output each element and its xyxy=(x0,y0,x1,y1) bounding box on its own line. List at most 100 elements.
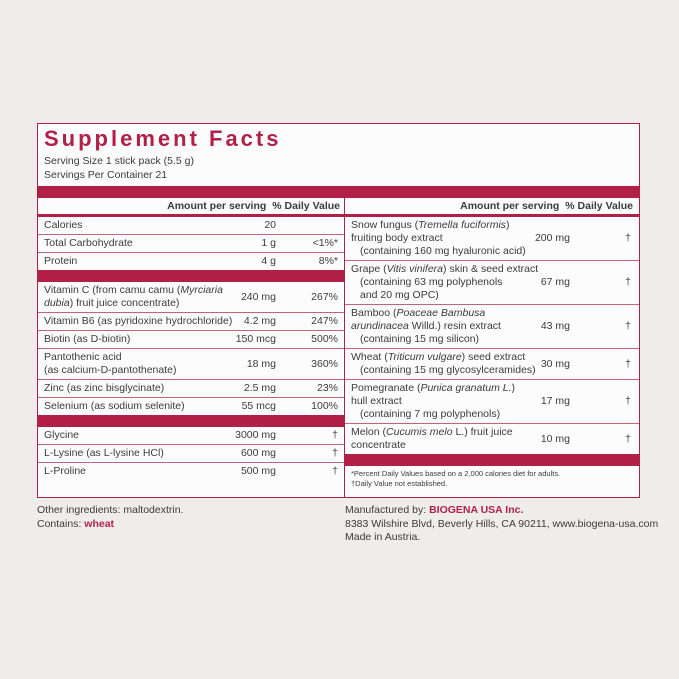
divider-bar xyxy=(345,454,639,466)
daily-value: † xyxy=(332,447,338,459)
nutrient-row: Selenium (as sodium selenite) 55 mcg 100% xyxy=(38,398,344,415)
name-line: Biotin (as D-biotin) xyxy=(44,333,236,346)
name-line: fruiting body extract xyxy=(351,232,535,245)
text: ) fruit juice concentrate) xyxy=(69,297,180,309)
name-line: Pantothenic acid xyxy=(44,351,247,364)
daily-value: † xyxy=(625,395,631,407)
text: Vitamin B6 (as pyridoxine hydrochloride) xyxy=(44,315,233,327)
nutrient-row: L-Lysine (as L-lysine HCl) 600 mg † xyxy=(38,445,344,463)
text: Wheat ( xyxy=(351,351,388,363)
name-line: Total Carbohydrate xyxy=(44,237,261,250)
daily-value: 8%* xyxy=(318,255,338,267)
daily-value: † xyxy=(332,429,338,441)
name-line: Melon (Cucumis melo L.) fruit juice xyxy=(351,426,541,439)
nutrient-name: Selenium (as sodium selenite) xyxy=(44,400,242,413)
footnote: *Percent Daily Values based on a 2,000 c… xyxy=(351,469,561,478)
daily-value: 23% xyxy=(316,382,338,394)
ingredients-block: Other ingredients: maltodextrin. Contain… xyxy=(37,504,184,531)
name-line: arundinacea Willd.) resin extract xyxy=(351,320,541,333)
name-line: (containing 63 mg polyphenols xyxy=(351,276,541,289)
nutrient-row: Melon (Cucumis melo L.) fruit juice conce… xyxy=(345,424,639,454)
other-ingredients: Other ingredients: maltodextrin. xyxy=(37,504,184,516)
daily-value: 267% xyxy=(311,290,338,303)
amount: 55 mcg xyxy=(241,400,276,412)
amount: 10 mg xyxy=(540,432,570,445)
name-line: Vitamin B6 (as pyridoxine hydrochloride) xyxy=(44,315,244,328)
italic-text: Triticum vulgare xyxy=(387,351,462,363)
amount: 2.5 mg xyxy=(243,382,276,394)
name-line: concentrate xyxy=(351,439,541,452)
text: Willd.) resin extract xyxy=(408,320,501,332)
amount: 4.2 mg xyxy=(243,315,276,327)
amount: 17 mg xyxy=(540,395,570,407)
contains: Contains: wheat xyxy=(37,518,184,532)
contains-label: Contains: xyxy=(37,517,82,530)
text: (containing 7 mg polyphenols) xyxy=(360,408,501,420)
manufacturer-name: BIOGENA USA Inc. xyxy=(429,504,524,516)
italic-text: Cucumis melo xyxy=(386,426,453,438)
dv-header: % Daily Value xyxy=(565,200,633,212)
nutrient-name: Bamboo (Poaceae Bambusa arundinacea Willd… xyxy=(351,307,541,346)
text: and 20 mg OPC) xyxy=(360,289,439,301)
text: Glycine xyxy=(44,429,80,441)
column-header: Amount per serving % Daily Value xyxy=(38,198,344,217)
amount: 150 mcg xyxy=(235,333,276,345)
nutrient-row: Snow fungus (Tremella fuciformis) fruitin… xyxy=(345,217,639,261)
daily-value: 100% xyxy=(311,400,338,412)
text: L.) fruit juice xyxy=(452,426,513,438)
italic-text: Punica granatum L. xyxy=(420,382,512,394)
italic-text: dubia xyxy=(44,297,70,309)
nutrient-name: Vitamin C (from camu camu (Myrciaria dubi… xyxy=(44,284,241,310)
nutrient-name: L-Proline xyxy=(44,465,241,478)
nutrient-row: Vitamin C (from camu camu (Myrciaria dubi… xyxy=(38,282,344,313)
amount: 3000 mg xyxy=(235,429,276,441)
nutrient-row: Zinc (as zinc bisglycinate) 2.5 mg 23% xyxy=(38,380,344,398)
name-line: Calories xyxy=(44,219,264,232)
daily-value: 500% xyxy=(311,333,338,345)
text: Snow fungus ( xyxy=(351,219,419,231)
divider-bar xyxy=(38,270,344,282)
amount: 4 g xyxy=(261,255,276,267)
amount: 20 xyxy=(264,219,276,231)
text: Pantothenic acid xyxy=(44,351,122,363)
daily-value: † xyxy=(625,432,631,445)
name-line: (containing 15 mg glycosylceramides) xyxy=(351,364,541,377)
address: 8383 Wilshire Blvd, Beverly Hills, CA 90… xyxy=(345,517,659,530)
name-line: Selenium (as sodium selenite) xyxy=(44,400,242,413)
name-line: (containing 7 mg polyphenols) xyxy=(351,408,541,421)
name-line: Protein xyxy=(44,255,261,268)
allergen: wheat xyxy=(84,517,115,530)
nutrient-row: Wheat (Triticum vulgare) seed extract (co… xyxy=(345,349,639,380)
amount: 200 mg xyxy=(534,232,570,244)
text: hull extract xyxy=(351,395,402,407)
nutrient-name: Grape (Vitis vinifera) skin & seed extra… xyxy=(351,263,541,302)
name-line: L-Proline xyxy=(44,465,241,478)
footnote: †Daily Value not established. xyxy=(351,478,448,488)
divider-bar xyxy=(38,415,344,427)
text: (as calcium-D-pantothenate) xyxy=(44,364,177,376)
row-group: Calories 20 Total Carbohydrate 1 g <1%* Prote… xyxy=(38,217,344,270)
name-line: (containing 160 mg hyaluronic acid) xyxy=(351,245,535,258)
name-line: L-Lysine (as L-lysine HCl) xyxy=(44,447,241,460)
text: Protein xyxy=(44,255,78,267)
servings-per-container: Servings Per Container 21 xyxy=(44,169,168,181)
text: (containing 15 mg glycosylceramides) xyxy=(360,364,536,376)
name-line: Glycine xyxy=(44,429,235,442)
nutrient-name: Melon (Cucumis melo L.) fruit juice conce… xyxy=(351,426,541,452)
daily-value: † xyxy=(625,276,631,288)
nutrient-row: Pantothenic acid (as calcium-D-pantothena… xyxy=(38,349,344,380)
text: (containing 63 mg polyphenols xyxy=(360,276,503,288)
name-line: Snow fungus (Tremella fuciformis) xyxy=(351,219,535,232)
text: Bamboo ( xyxy=(351,307,397,319)
nutrient-row: Total Carbohydrate 1 g <1%* xyxy=(38,235,344,253)
amount: 67 mg xyxy=(540,276,570,288)
amount: 18 mg xyxy=(246,357,276,370)
amount: 30 mg xyxy=(540,357,570,370)
nutrient-row: Vitamin B6 (as pyridoxine hydrochloride)… xyxy=(38,313,344,331)
text: ) skin & seed extract xyxy=(443,263,539,275)
amount: 240 mg xyxy=(240,290,276,303)
serving-size: Serving Size 1 stick pack (5.5 g) xyxy=(44,155,194,167)
name-line: and 20 mg OPC) xyxy=(351,289,541,302)
nutrient-row: Calories 20 xyxy=(38,217,344,235)
